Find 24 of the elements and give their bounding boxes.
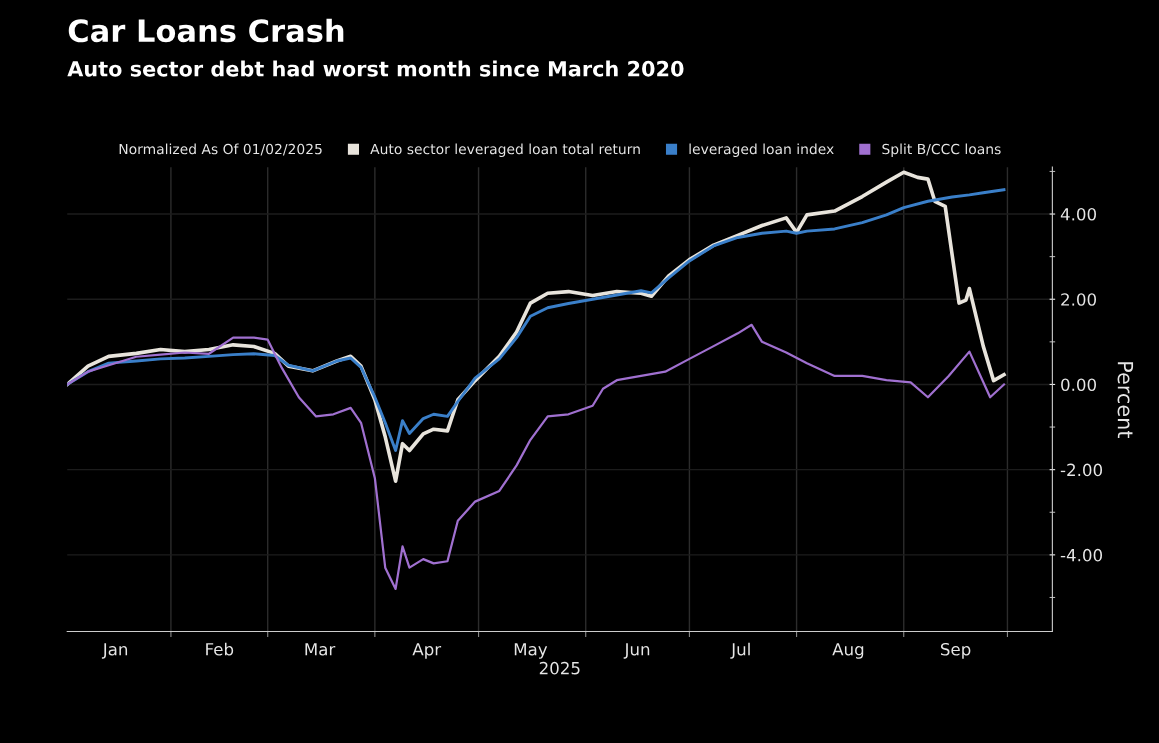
y-tick-label: -4.00: [1060, 548, 1103, 562]
x-tick-label: Jan: [101, 643, 128, 659]
x-tick-label: Apr: [412, 643, 442, 659]
y-tick-label: 4.00: [1060, 208, 1097, 221]
x-axis-title: 2025: [539, 661, 580, 675]
legend-label: Split B/CCC loans: [882, 143, 1001, 157]
x-tick-label: Aug: [832, 643, 864, 659]
x-tick-label: Feb: [206, 642, 234, 656]
x-tick-label: May: [514, 643, 548, 659]
y-tick-label: 2.00: [1061, 293, 1097, 306]
x-tick-label: Mar: [305, 643, 336, 656]
chart-subtitle: Auto sector debt had worst month since March 2020: [67, 60, 684, 77]
y-tick-label: 0.00: [1061, 378, 1097, 392]
line-series: [67, 188, 1006, 452]
x-tick-label: Jun: [623, 643, 650, 659]
y-axis-title: Percent: [1117, 362, 1134, 439]
chart-title: Car Loans Crash: [68, 18, 344, 43]
x-tick-label: Jul: [730, 642, 750, 659]
line-series: [67, 323, 1006, 591]
legend-title: Normalized As Of 01/02/2025: [119, 143, 322, 156]
legend-label: Auto sector leveraged loan total return: [370, 143, 640, 157]
x-tick-label: Sep: [940, 642, 971, 659]
legend-label: leveraged loan index: [689, 143, 834, 157]
y-tick-label: -2.00: [1060, 463, 1103, 477]
